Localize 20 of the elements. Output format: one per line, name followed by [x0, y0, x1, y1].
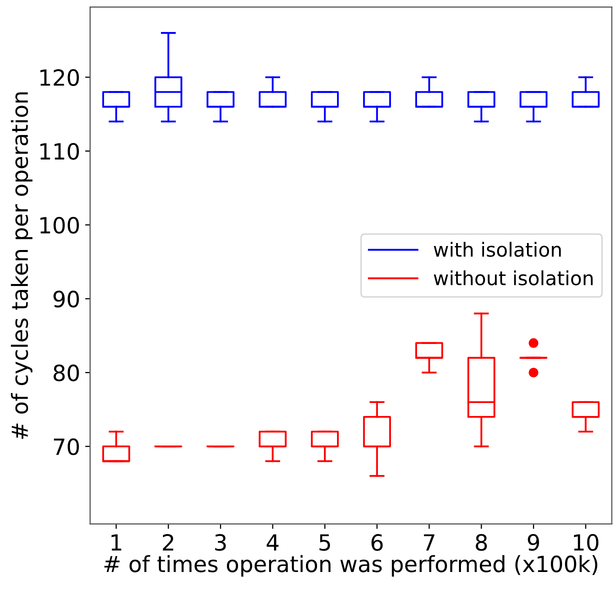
legend-label: without isolation [434, 270, 593, 286]
x-tick-label: 4 [266, 534, 279, 551]
x-tick-label: 2 [162, 534, 174, 551]
y-tick-label: 100 [40, 216, 79, 234]
x-tick-label: 8 [476, 534, 487, 551]
y-tick-label: 70 [54, 438, 79, 456]
x-tick-label: 7 [424, 534, 434, 551]
x-tick-label: 3 [215, 534, 226, 551]
x-tick-label: 5 [320, 534, 330, 551]
y-tick-label: 80 [54, 364, 79, 382]
y-axis-title: # of cycles taken per operation [10, 92, 32, 439]
x-tick-label: 10 [574, 534, 598, 551]
y-tick-label: 120 [40, 69, 79, 86]
x-axis-title: # of times operation was performed (x100k) [104, 555, 598, 577]
legend-label: with isolation [434, 242, 561, 257]
x-tick-label: 9 [528, 534, 540, 551]
y-tick-label: 110 [40, 143, 79, 160]
y-tick-label: 90 [54, 290, 79, 308]
x-tick-label: 6 [372, 534, 383, 551]
x-tick-label: 1 [112, 534, 122, 551]
